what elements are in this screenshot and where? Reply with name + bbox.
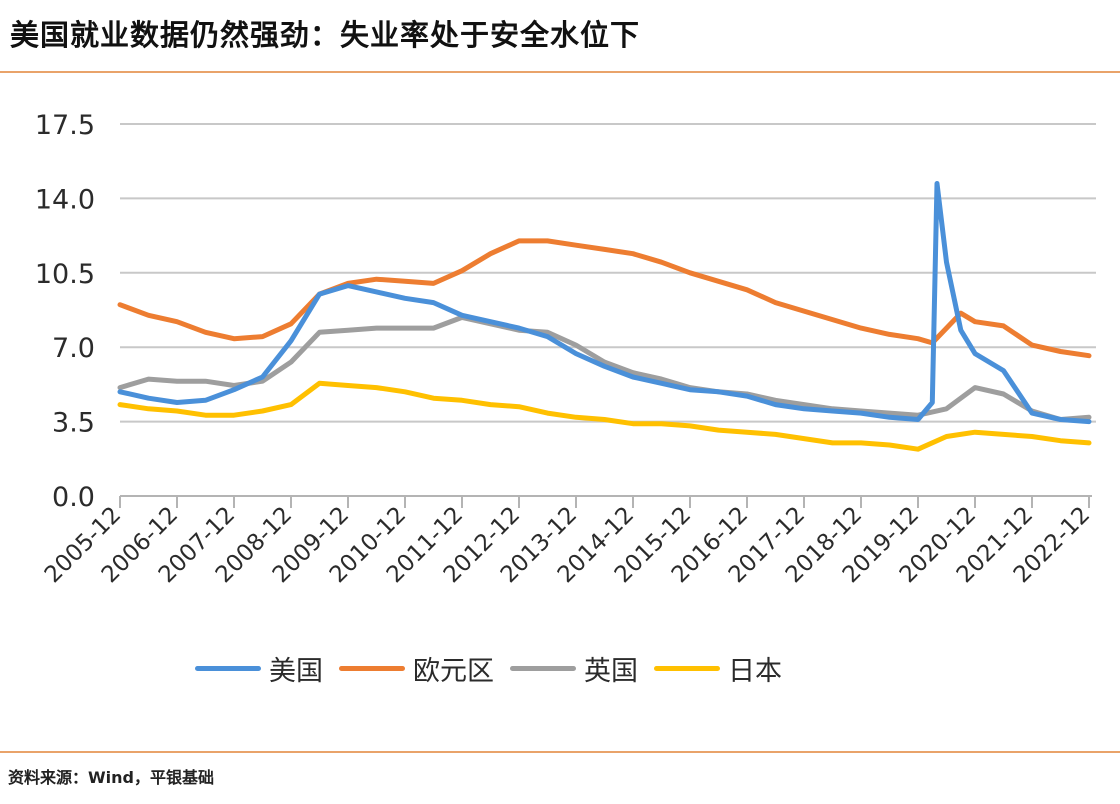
legend-swatch-uk xyxy=(510,665,576,671)
y-tick-label: 7.0 xyxy=(52,333,95,364)
y-axis-labels: 0.0 3.5 7.0 10.5 14.0 17.5 xyxy=(35,110,95,513)
series-line-2 xyxy=(117,314,1092,422)
line-chart: 0.0 3.5 7.0 10.5 14.0 17.5 2005-122006-122007… xyxy=(35,110,1096,588)
legend-item-uk: 英国 xyxy=(510,649,644,688)
x-axis xyxy=(119,495,1092,508)
legend-label-us: 美国 xyxy=(269,655,323,687)
series-line-0 xyxy=(117,181,1092,425)
series-line-1 xyxy=(117,238,1092,359)
legend-swatch-japan xyxy=(654,665,720,671)
title-divider xyxy=(0,71,1120,73)
legend-label-uk: 英国 xyxy=(584,655,638,687)
y-tick-label: 0.0 xyxy=(52,482,95,513)
y-tick-label: 3.5 xyxy=(52,408,95,439)
legend-label-eurozone: 欧元区 xyxy=(413,655,494,687)
legend-item-us: 美国 xyxy=(195,649,329,688)
legend-swatch-eurozone xyxy=(339,665,405,671)
y-tick-label: 17.5 xyxy=(35,110,95,141)
legend-item-japan: 日本 xyxy=(654,649,788,688)
chart-title: 美国就业数据仍然强劲：失业率处于安全水位下 xyxy=(10,18,641,52)
series-line-3 xyxy=(117,380,1092,452)
legend-label-japan: 日本 xyxy=(728,655,782,687)
series-lines xyxy=(117,181,1092,452)
y-tick-label: 14.0 xyxy=(35,184,95,215)
legend-swatch-us xyxy=(195,665,261,671)
footer-divider xyxy=(0,751,1120,753)
legend-item-eurozone: 欧元区 xyxy=(339,649,500,688)
source-note: 资料来源：Wind，平银基础 xyxy=(8,768,214,787)
x-axis-labels: 2005-122006-122007-122008-122009-122010-… xyxy=(40,502,1095,588)
y-tick-label: 10.5 xyxy=(35,259,95,290)
chart-legend: 美国 欧元区 英国 日本 xyxy=(195,648,798,688)
